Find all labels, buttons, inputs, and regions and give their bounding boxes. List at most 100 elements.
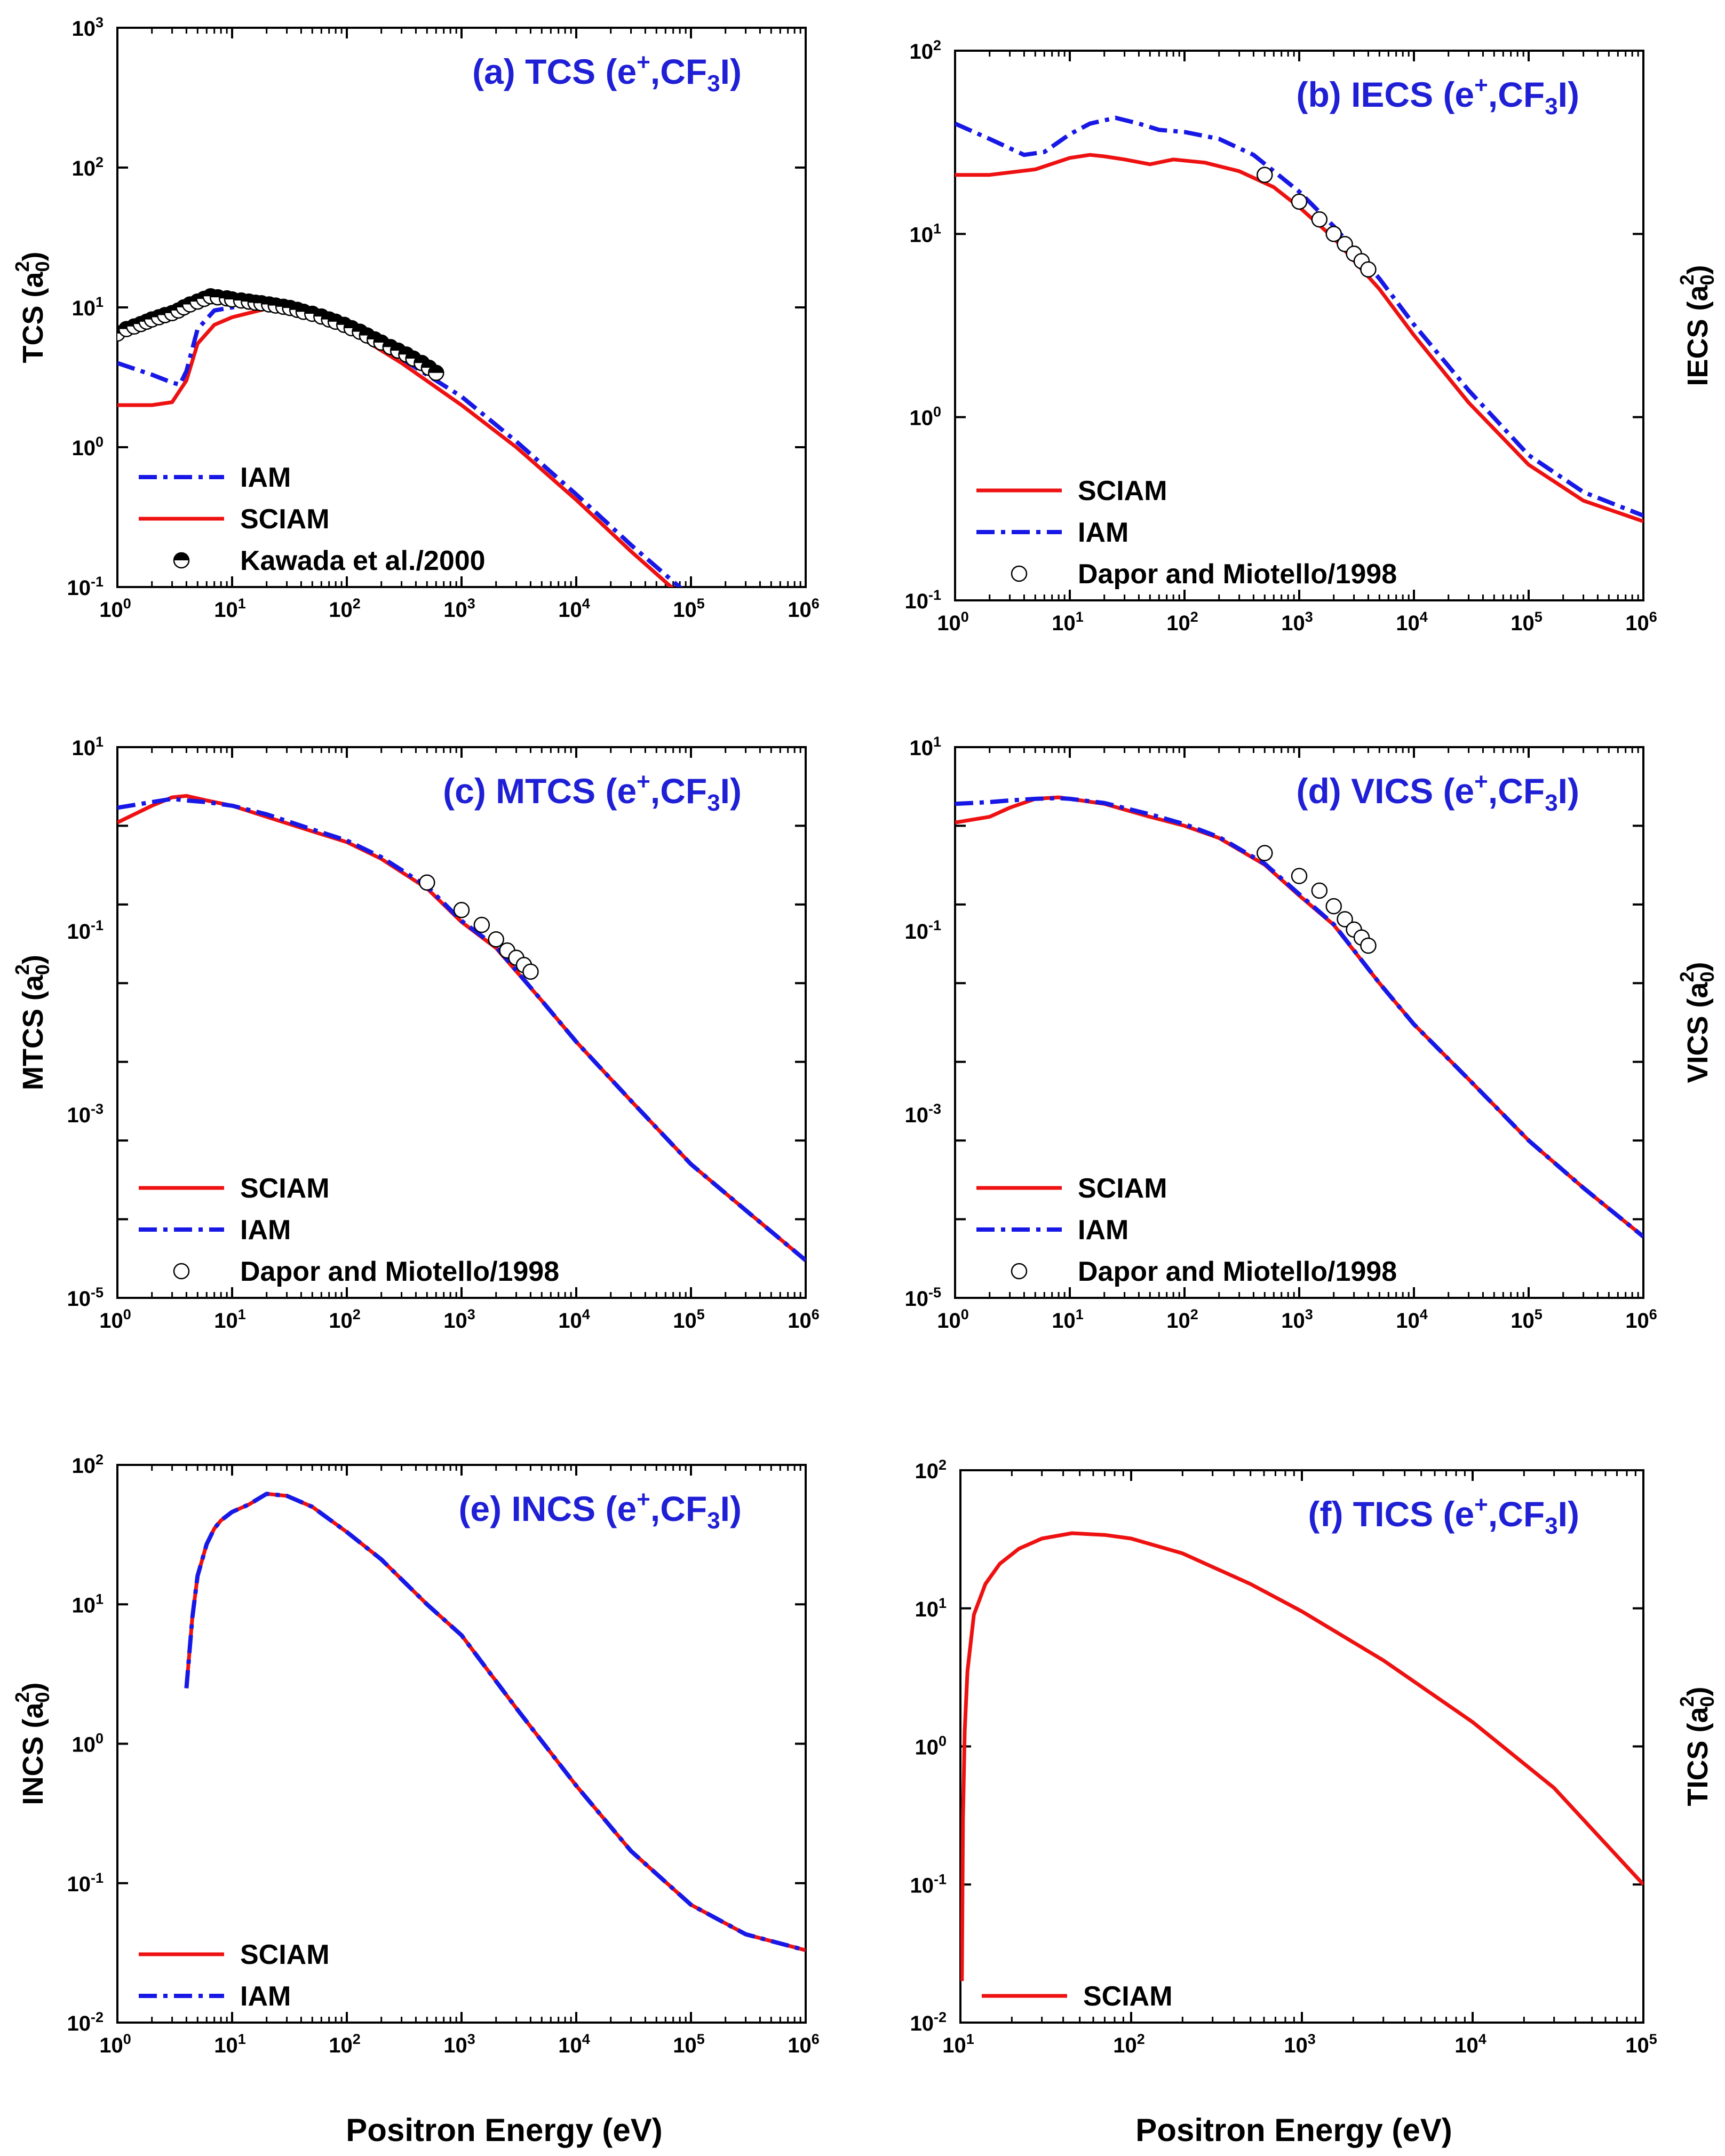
- kawada-data-point: [428, 364, 444, 382]
- x-tick-label-exponent: 3: [1305, 1306, 1313, 1322]
- legend-label: SCIAM: [1078, 1173, 1167, 1204]
- y-axis-label-sup: 2: [1676, 971, 1698, 982]
- y-tick-label: 10-5: [904, 1285, 941, 1311]
- x-tick-label-exponent: 1: [238, 596, 246, 612]
- x-tick-label-exponent: 5: [697, 596, 705, 612]
- x-tick-label-exponent: 2: [1190, 1306, 1198, 1322]
- y-tick-label-base: 10: [904, 1287, 928, 1311]
- legend-label: SCIAM: [240, 504, 330, 535]
- panel-title-end: I): [1558, 75, 1579, 114]
- x-tick-label: 100: [99, 596, 131, 622]
- x-tick-label-base: 10: [1281, 612, 1305, 635]
- x-tick-label: 104: [558, 1306, 590, 1333]
- x-tick-label-exponent: 2: [353, 596, 361, 612]
- x-tick-label-base: 10: [99, 1309, 123, 1333]
- x-tick-label-base: 10: [942, 2034, 966, 2057]
- x-tick-label-base: 10: [214, 598, 238, 622]
- x-tick-label-base: 10: [1511, 612, 1535, 635]
- legend-label: SCIAM: [240, 1173, 330, 1204]
- x-tick-label-exponent: 1: [1076, 609, 1084, 625]
- x-tick-label: 101: [214, 2031, 246, 2057]
- legend-swatch-dapor: [1011, 1263, 1028, 1280]
- x-tick-label-exponent: 4: [582, 2031, 590, 2047]
- x-tick-label-base: 10: [1113, 2034, 1137, 2057]
- legend-label: SCIAM: [1078, 475, 1167, 506]
- x-tick-label: 101: [214, 1306, 246, 1333]
- y-axis-label-close: ): [17, 1682, 49, 1692]
- x-tick-label-exponent: 3: [467, 596, 475, 612]
- x-tick-label: 105: [673, 2031, 705, 2057]
- x-tick-label-base: 10: [788, 1309, 812, 1333]
- x-tick-label-exponent: 0: [123, 2031, 131, 2047]
- dapor-data-point: [1325, 226, 1342, 242]
- y-axis-label-sup: 2: [1676, 274, 1698, 285]
- x-tick-label-base: 10: [214, 2034, 238, 2057]
- y-tick-label-base: 10: [909, 736, 933, 760]
- y-tick-label-exponent: 0: [96, 1731, 104, 1747]
- y-tick-label-exponent: -5: [928, 1285, 941, 1301]
- panel-title-subscript: 3: [707, 1508, 720, 1534]
- y-axis-label-close: ): [1682, 962, 1714, 971]
- x-tick-label: 103: [443, 2031, 475, 2057]
- y-tick-label: 102: [71, 1452, 104, 1478]
- y-tick-label-base: 10: [71, 736, 96, 760]
- x-tick-label-base: 10: [558, 598, 582, 622]
- legend-f: SCIAM: [982, 1981, 1173, 2012]
- y-axis-label-d: VICS (a02): [1676, 962, 1718, 1083]
- panel-title-end: I): [1558, 771, 1579, 811]
- x-axis-label-left: Positron Energy (eV): [346, 2112, 662, 2148]
- panels: 100 101 102 103 104 105 10610-1100101102103TCS…: [11, 14, 1718, 2057]
- legend-c: SCIAM IAM Dapor and Miotello/1998: [139, 1173, 559, 1287]
- y-tick-label-exponent: -5: [91, 1285, 104, 1301]
- dapor-data-point: [1360, 261, 1377, 278]
- x-tick-label: 100: [99, 2031, 131, 2057]
- x-tick-label: 106: [788, 1306, 820, 1333]
- y-tick-label-exponent: 1: [939, 1595, 947, 1611]
- x-tick-label: 101: [1052, 609, 1084, 635]
- x-tick-label-exponent: 0: [123, 1306, 131, 1322]
- y-tick-label-base: 10: [67, 2012, 91, 2035]
- x-tick-label-exponent: 4: [1420, 1306, 1428, 1322]
- y-tick-label-base: 10: [904, 590, 928, 613]
- x-tick-label-exponent: 3: [467, 2031, 475, 2047]
- y-axis-label-sub: 0: [1696, 274, 1718, 285]
- x-tick-label-base: 10: [214, 1309, 238, 1333]
- legend-label: IAM: [240, 462, 291, 493]
- legend-label: Kawada et al./2000: [240, 545, 486, 576]
- y-tick-label-base: 10: [915, 1460, 939, 1483]
- x-tick-label-exponent: 5: [697, 2031, 705, 2047]
- x-tick-label-base: 10: [1454, 2034, 1478, 2057]
- panel-e: 100 101 102 103 104 105 10610-210-1100101102IN…: [11, 1452, 820, 2057]
- x-tick-label-base: 10: [937, 1309, 961, 1333]
- x-tick-label-base: 10: [443, 1309, 467, 1333]
- x-tick-label: 103: [1281, 1306, 1313, 1333]
- x-tick-label-base: 10: [329, 1309, 353, 1333]
- y-tick-label-exponent: 1: [933, 734, 941, 750]
- panel-title-subscript: 3: [707, 790, 720, 816]
- y-tick-label: 10-2: [910, 2009, 947, 2035]
- y-tick-label: 10-1: [904, 917, 941, 944]
- x-axis-ticks-a: 100 101 102 103 104 105 106: [99, 28, 820, 622]
- y-tick-label-base: 10: [71, 297, 96, 320]
- x-tick-label-base: 10: [443, 2034, 467, 2057]
- y-tick-label-exponent: 2: [96, 154, 104, 170]
- x-tick-label: 105: [1511, 1306, 1543, 1333]
- x-tick-label-base: 10: [673, 2034, 697, 2057]
- panel-title-subscript: 3: [1545, 93, 1557, 120]
- series-f: [960, 1531, 1643, 1981]
- y-tick-label-exponent: -1: [928, 587, 941, 603]
- x-tick-label-base: 10: [1166, 1309, 1190, 1333]
- y-axis-label-main: VICS (a: [1682, 982, 1714, 1083]
- legend-label: Dapor and Miotello/1998: [1078, 559, 1397, 590]
- x-tick-label-base: 10: [673, 1309, 697, 1333]
- iam-line-d: [955, 796, 1643, 1239]
- x-tick-label-base: 10: [1052, 1309, 1076, 1333]
- y-tick-label-exponent: -3: [928, 1101, 941, 1117]
- x-tick-label-base: 10: [1511, 1309, 1535, 1333]
- dapor-data-point: [1311, 211, 1328, 228]
- y-axis-label-a: TCS (a02): [11, 251, 53, 363]
